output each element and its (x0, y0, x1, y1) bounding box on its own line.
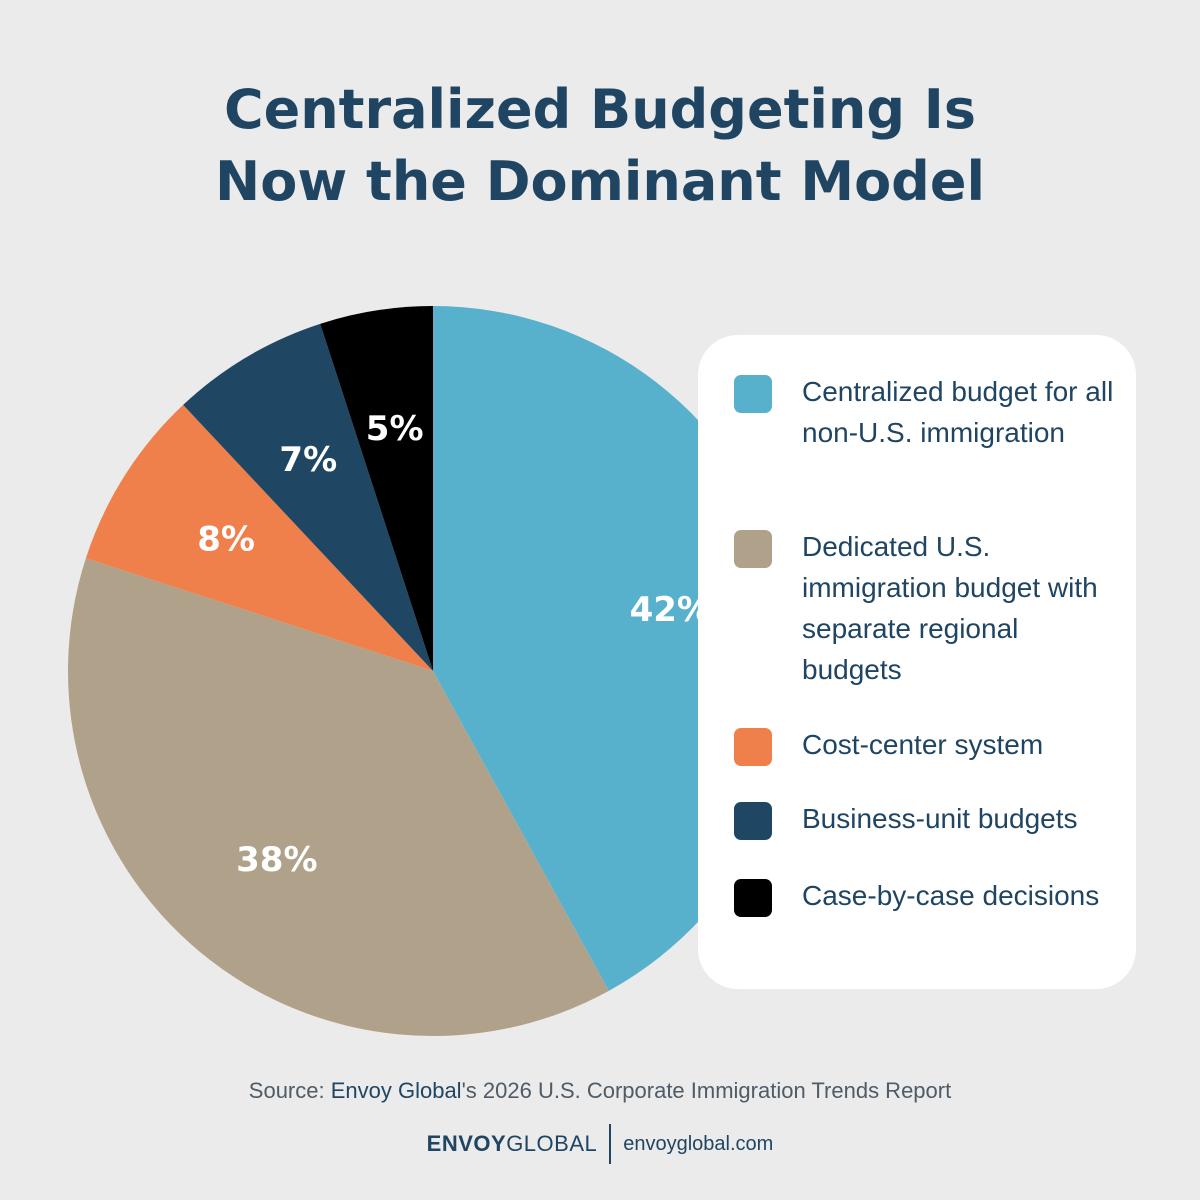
slice-label-case-by-case: 5% (366, 409, 424, 449)
source-suffix: 's 2026 U.S. Corporate Immigration Trend… (461, 1078, 952, 1103)
pie-slice-cost-center (85, 404, 433, 671)
source-note: Source: Envoy Global's 2026 U.S. Corpora… (0, 1078, 1200, 1104)
pie-slice-business-unit (183, 323, 433, 671)
legend-swatch-dedicated-us (734, 530, 772, 568)
footer-divider (609, 1124, 612, 1164)
legend-label-dedicated-us: Dedicated U.S. immigration budget with s… (802, 531, 1098, 685)
chart-title-line-2: Now the Dominant Model (215, 150, 985, 213)
pie-slice-dedicated-us (67, 558, 609, 1036)
website-link[interactable]: envoyglobal.com (623, 1132, 774, 1155)
legend-label-business-unit: Business-unit budgets (802, 803, 1078, 834)
slice-label-cost-center: 8% (197, 520, 255, 560)
pie-slice-labels: 42% 38% 8% 7% 5% (197, 409, 711, 880)
legend-swatch-case-by-case (734, 879, 772, 917)
legend-swatch-cost-center (734, 728, 772, 766)
slice-label-business-unit: 7% (279, 440, 337, 480)
logo-text-bold: ENVOY (426, 1131, 507, 1156)
legend: Centralized budget for all non-U.S. immi… (698, 335, 1136, 989)
slice-label-centralized: 42% (630, 590, 711, 630)
logo-text-light: GLOBAL (506, 1131, 598, 1156)
pie-slices (67, 306, 798, 1036)
chart-title-line-1: Centralized Budgeting Is (223, 78, 977, 141)
footer: ENVOYGLOBAL envoyglobal.com (0, 1124, 1200, 1164)
legend-label-case-by-case: Case-by-case decisions (802, 880, 1100, 911)
legend-label-cost-center: Cost-center system (802, 729, 1044, 760)
legend-swatch-centralized (734, 375, 772, 413)
legend-label-centralized: Centralized budget for all non-U.S. immi… (802, 376, 1114, 448)
legend-swatch-business-unit (734, 802, 772, 840)
chart-title: Centralized Budgeting Is Now the Dominan… (0, 74, 1200, 218)
pie-slice-case-by-case (320, 306, 433, 671)
source-brand: Envoy Global (330, 1078, 462, 1103)
source-prefix: Source: (248, 1078, 331, 1103)
slice-label-dedicated-us: 38% (236, 840, 317, 880)
envoy-global-logo: ENVOYGLOBAL (427, 1131, 598, 1157)
